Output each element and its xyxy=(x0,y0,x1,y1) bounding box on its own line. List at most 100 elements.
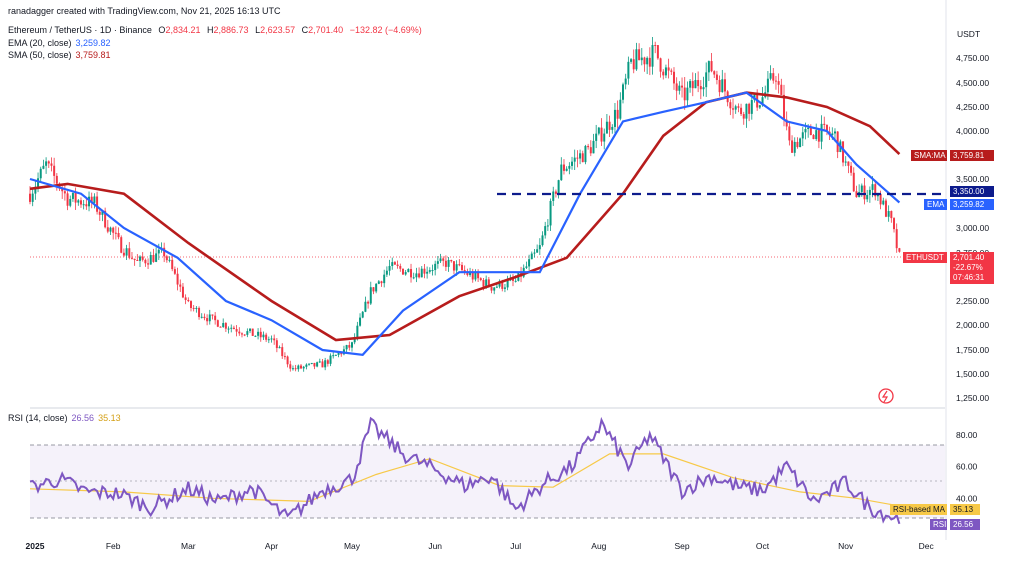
candle-body xyxy=(71,192,74,199)
candle-body xyxy=(426,271,429,274)
candle-body xyxy=(474,272,477,280)
price-tick-label: 1,500.00 xyxy=(956,369,989,379)
candle-body xyxy=(267,339,270,341)
candle-body xyxy=(273,338,276,341)
candle-body xyxy=(388,265,391,271)
candle-body xyxy=(511,278,514,281)
candle-body xyxy=(324,360,327,368)
candle-body xyxy=(96,196,99,212)
rsi-legend-value: 26.56 xyxy=(71,413,95,423)
high-value: 2,886.73 xyxy=(213,25,249,35)
candle-body xyxy=(536,249,539,253)
price-unit[interactable]: USDT xyxy=(957,29,981,39)
candle-body xyxy=(697,80,700,87)
candle-body xyxy=(415,273,418,278)
last-price-change: -22.67% xyxy=(953,263,983,272)
candle-body xyxy=(391,262,394,266)
candle-body xyxy=(568,165,571,169)
candle-body xyxy=(758,105,761,108)
ema-20-line xyxy=(29,91,901,356)
legend-ema-row[interactable]: EMA (20, close) 3,259.82 xyxy=(8,38,115,49)
candle-body xyxy=(605,121,608,134)
candle-body xyxy=(348,345,351,348)
candle-body xyxy=(638,49,641,61)
candle-body xyxy=(112,227,115,233)
candle-body xyxy=(597,127,600,134)
candle-body xyxy=(632,59,635,70)
candle-body xyxy=(117,232,120,238)
candle-body xyxy=(240,333,243,335)
candle-body xyxy=(871,184,874,190)
candle-body xyxy=(833,131,836,134)
rsi-legend[interactable]: RSI (14, close) 26.56 35.13 xyxy=(8,413,125,424)
candles xyxy=(29,37,901,372)
candle-body xyxy=(847,161,850,166)
tradingview-logo[interactable] xyxy=(878,388,894,404)
candle-body xyxy=(844,161,847,163)
rsi-ma-axis-label: RSI-based MA xyxy=(890,504,947,515)
rsi-ma-price-tag: 35.13 xyxy=(950,504,980,515)
candle-body xyxy=(831,133,834,136)
candle-body xyxy=(823,123,826,125)
bar-countdown: 07:46:31 xyxy=(953,273,985,282)
candle-body xyxy=(141,256,144,260)
rsi-price-tag: 26.56 xyxy=(950,519,980,530)
candle-body xyxy=(361,311,364,318)
candle-body xyxy=(300,365,303,369)
legend-sma-row[interactable]: SMA (50, close) 3,759.81 xyxy=(8,50,115,61)
candle-body xyxy=(809,127,812,136)
candle-body xyxy=(565,168,568,171)
sma-label[interactable]: SMA (50, close) xyxy=(8,50,72,60)
candle-body xyxy=(114,232,117,234)
candle-body xyxy=(627,61,630,79)
candle-body xyxy=(281,347,284,357)
rsi-tick-label: 60.00 xyxy=(956,462,978,472)
candle-body xyxy=(753,93,756,101)
candle-body xyxy=(230,327,233,329)
candle-body xyxy=(385,270,388,275)
candle-body xyxy=(436,261,439,264)
candle-body xyxy=(270,338,273,340)
price-tick-label: 1,250.00 xyxy=(956,393,989,403)
ema-axis-label: EMA xyxy=(924,199,947,210)
candle-body xyxy=(546,225,549,227)
candle-body xyxy=(130,257,133,259)
candle-body xyxy=(783,94,786,120)
candle-body xyxy=(364,301,367,312)
logo-icon[interactable] xyxy=(878,388,894,404)
candle-body xyxy=(544,226,547,236)
candle-body xyxy=(47,161,50,164)
price-axis[interactable]: 4,750.00 4,500.00 4,250.00 4,000.00 3,500.00… xyxy=(956,53,989,403)
candle-body xyxy=(774,80,777,82)
rsi-axis[interactable]: 80.00 60.00 40.00 xyxy=(956,430,978,503)
legend-symbol-row[interactable]: Ethereum / TetherUS · 1D · Binance O2,83… xyxy=(8,25,426,36)
candle-body xyxy=(589,147,592,154)
time-tick-label: Mar xyxy=(181,541,196,551)
symbol-name[interactable]: Ethereum / TetherUS · 1D · Binance xyxy=(8,25,152,35)
time-axis[interactable]: 2025 Feb Mar Apr May Jun Jul Aug Sep Oct Nov Dec xyxy=(26,541,935,551)
candle-body xyxy=(224,323,227,329)
candle-body xyxy=(651,45,654,67)
candle-body xyxy=(195,307,198,309)
candle-body xyxy=(235,329,238,332)
candle-body xyxy=(667,67,670,71)
candle-body xyxy=(37,178,40,187)
candle-body xyxy=(133,258,136,260)
candle-body xyxy=(442,258,445,261)
candle-body xyxy=(369,287,372,304)
open-value: 2,834.21 xyxy=(165,25,201,35)
candle-body xyxy=(93,196,96,203)
candle-body xyxy=(640,57,643,61)
time-tick-label: 2025 xyxy=(26,541,45,551)
candle-body xyxy=(61,188,64,192)
rsi-tick-label: 40.00 xyxy=(956,493,978,503)
rsi-legend-label[interactable]: RSI (14, close) xyxy=(8,413,68,423)
candle-body xyxy=(259,331,262,338)
candle-body xyxy=(163,247,166,257)
candle-body xyxy=(659,58,662,72)
candle-body xyxy=(401,268,404,275)
candle-body xyxy=(648,57,651,67)
ema-label[interactable]: EMA (20, close) xyxy=(8,38,72,48)
candle-body xyxy=(557,180,560,194)
